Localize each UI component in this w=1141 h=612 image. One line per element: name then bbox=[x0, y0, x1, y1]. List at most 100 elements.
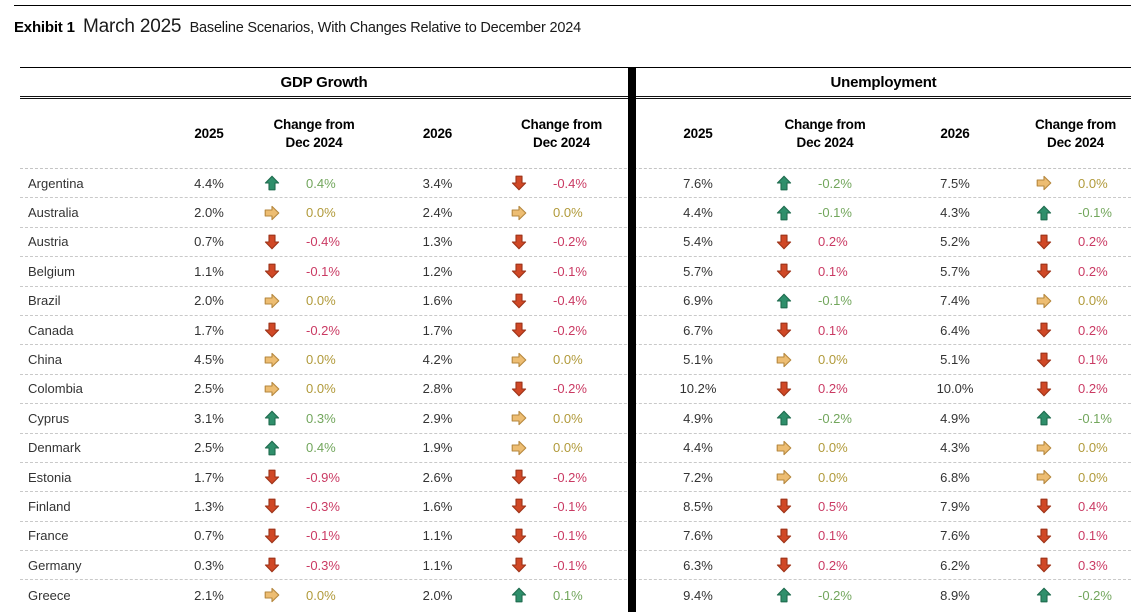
gdp-2025-change: 0.0% bbox=[248, 205, 380, 221]
country-label: Australia bbox=[28, 205, 79, 221]
gdp-2026-value: 1.9% bbox=[422, 440, 453, 456]
change-value: 0.1% bbox=[1078, 352, 1108, 368]
gdp-2026-value: 3.4% bbox=[422, 175, 453, 191]
unemp-2025-change: 0.2% bbox=[760, 381, 890, 397]
down-arrow-icon bbox=[1036, 557, 1052, 573]
country-label: China bbox=[28, 352, 62, 368]
table-row: France 0.7% -0.1% 1.1% -0.1% 7.6% 0.1% 7.6% 0.1% bbox=[20, 522, 1131, 552]
section-header-unemployment: Unemployment bbox=[830, 73, 937, 91]
country-label: Estonia bbox=[28, 469, 72, 485]
unemp-2026-value: 7.4% bbox=[940, 293, 970, 309]
change-value: -0.4% bbox=[306, 234, 340, 250]
change-value: 0.0% bbox=[553, 440, 583, 456]
gdp-2025-change: -0.2% bbox=[248, 322, 380, 338]
change-value: -0.2% bbox=[818, 175, 852, 191]
table-row: Australia 2.0% 0.0% 2.4% 0.0% 4.4% -0.1% 4.3% -0… bbox=[20, 198, 1131, 228]
change-value: 0.1% bbox=[818, 263, 848, 279]
flat-arrow-icon bbox=[264, 588, 280, 603]
change-value: 0.1% bbox=[553, 587, 583, 603]
unemp-2026-change: 0.3% bbox=[1020, 557, 1131, 573]
change-value: -0.2% bbox=[553, 322, 587, 338]
gdp-2026-change: -0.2% bbox=[495, 469, 628, 485]
change-value: -0.1% bbox=[818, 293, 852, 309]
gdp-2025-value: 2.5% bbox=[194, 440, 224, 456]
change-value: 0.4% bbox=[306, 440, 336, 456]
unemp-2025-change: 0.1% bbox=[760, 322, 890, 338]
country-label: Austria bbox=[28, 234, 69, 250]
flat-arrow-icon bbox=[1036, 469, 1052, 485]
change-value: 0.0% bbox=[1078, 440, 1108, 456]
change-value: 0.0% bbox=[1078, 293, 1108, 309]
unemp-2025-value: 7.6% bbox=[683, 528, 713, 544]
change-value: 0.2% bbox=[1078, 322, 1108, 338]
change-value: 0.0% bbox=[553, 205, 583, 221]
unemp-2026-change: 0.0% bbox=[1020, 440, 1131, 456]
gdp-2026-change: 0.0% bbox=[495, 440, 628, 456]
unemp-2026-value: 4.3% bbox=[940, 440, 970, 456]
change-value: -0.1% bbox=[553, 557, 587, 573]
down-arrow-icon bbox=[1036, 234, 1052, 250]
col-header-gdp-2025: 2025 bbox=[194, 125, 224, 141]
top-rule bbox=[14, 5, 1131, 6]
down-arrow-icon bbox=[1036, 381, 1052, 397]
up-arrow-icon bbox=[1036, 410, 1052, 426]
gdp-2025-value: 4.4% bbox=[194, 175, 224, 191]
unemp-2026-change: 0.2% bbox=[1020, 263, 1131, 279]
gdp-2026-value: 2.9% bbox=[422, 410, 453, 426]
unemp-2025-value: 5.1% bbox=[683, 352, 713, 368]
change-value: 0.2% bbox=[1078, 381, 1108, 397]
table-row: Canada 1.7% -0.2% 1.7% -0.2% 6.7% 0.1% 6.4% 0.2% bbox=[20, 316, 1131, 346]
unemp-2025-change: 0.0% bbox=[760, 469, 890, 485]
gdp-2026-value: 1.6% bbox=[422, 293, 453, 309]
change-value: 0.1% bbox=[818, 528, 848, 544]
flat-arrow-icon bbox=[776, 352, 792, 367]
gdp-2025-change: 0.4% bbox=[248, 440, 380, 456]
up-arrow-icon bbox=[776, 175, 792, 191]
gdp-2025-change: -0.1% bbox=[248, 263, 380, 279]
flat-arrow-icon bbox=[264, 352, 280, 367]
flat-arrow-icon bbox=[1036, 176, 1052, 191]
title-period: March 2025 bbox=[82, 16, 182, 37]
down-arrow-icon bbox=[511, 322, 527, 338]
gdp-2025-value: 0.3% bbox=[194, 557, 224, 573]
gdp-2026-change: -0.1% bbox=[495, 528, 628, 544]
gdp-2026-change: -0.1% bbox=[495, 498, 628, 514]
change-value: 0.0% bbox=[818, 352, 848, 368]
gdp-2025-change: -0.3% bbox=[248, 498, 380, 514]
up-arrow-icon bbox=[776, 293, 792, 309]
country-label: Colombia bbox=[28, 381, 83, 397]
change-value: 0.5% bbox=[818, 498, 848, 514]
gdp-2026-value: 1.1% bbox=[422, 557, 453, 573]
unemp-2026-value: 7.6% bbox=[940, 528, 970, 544]
unemp-2025-value: 4.4% bbox=[683, 205, 713, 221]
gdp-2026-change: 0.0% bbox=[495, 205, 628, 221]
unemp-2026-change: 0.2% bbox=[1020, 381, 1131, 397]
country-label: Cyprus bbox=[28, 410, 70, 426]
scenario-table: GDP Growth Unemployment 2025 Change from… bbox=[20, 67, 1131, 612]
unemp-2026-value: 8.9% bbox=[940, 587, 970, 603]
up-arrow-icon bbox=[264, 175, 280, 191]
table-row: Austria 0.7% -0.4% 1.3% -0.2% 5.4% 0.2% 5.2% 0.2… bbox=[20, 228, 1131, 258]
change-value: 0.0% bbox=[306, 293, 336, 309]
unemp-2026-value: 10.0% bbox=[936, 381, 974, 397]
unemp-2026-change: 0.0% bbox=[1020, 469, 1131, 485]
unemp-2025-change: -0.1% bbox=[760, 293, 890, 309]
unemp-2026-value: 7.5% bbox=[940, 175, 970, 191]
change-value: -0.1% bbox=[553, 263, 587, 279]
flat-arrow-icon bbox=[264, 381, 280, 397]
change-value: -0.1% bbox=[553, 528, 587, 544]
unemp-2025-value: 5.7% bbox=[683, 263, 713, 279]
unemp-2026-change: 0.4% bbox=[1020, 498, 1131, 514]
flat-arrow-icon bbox=[264, 205, 280, 220]
exhibit-label: Exhibit 1 bbox=[14, 19, 75, 36]
flat-arrow-icon bbox=[511, 440, 527, 455]
change-value: 0.3% bbox=[1078, 557, 1108, 573]
down-arrow-icon bbox=[264, 557, 280, 573]
country-label: Argentina bbox=[28, 175, 84, 191]
down-arrow-icon bbox=[511, 557, 527, 573]
unemp-2026-change: -0.1% bbox=[1020, 205, 1131, 221]
down-arrow-icon bbox=[776, 322, 792, 338]
country-label: Greece bbox=[28, 587, 71, 603]
unemp-2025-change: 0.2% bbox=[760, 557, 890, 573]
change-value: 0.0% bbox=[306, 352, 336, 368]
